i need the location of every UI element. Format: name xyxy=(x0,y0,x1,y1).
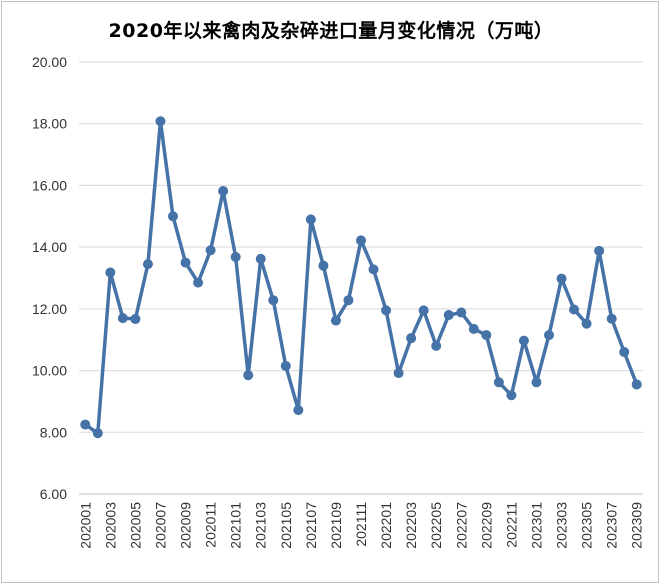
data-point xyxy=(393,368,404,379)
x-tick-label: 202105 xyxy=(278,502,294,549)
data-point xyxy=(205,245,216,256)
x-tick-label: 202203 xyxy=(403,502,419,549)
x-tick-label: 202109 xyxy=(328,502,344,549)
y-tick-label: 18.00 xyxy=(32,116,67,132)
x-tick-label: 202209 xyxy=(478,502,494,549)
x-tick-label: 202101 xyxy=(228,502,244,549)
data-point xyxy=(180,257,191,268)
data-point xyxy=(594,245,605,256)
x-tick-label: 202211 xyxy=(503,502,519,548)
x-tick-label: 202205 xyxy=(428,502,444,549)
data-point xyxy=(268,295,279,306)
data-point xyxy=(318,260,329,271)
y-tick-label: 6.00 xyxy=(40,486,67,502)
data-point xyxy=(631,379,642,390)
data-point xyxy=(531,377,542,388)
data-point xyxy=(481,330,492,341)
data-point xyxy=(443,310,454,321)
x-tick-label: 202107 xyxy=(303,502,319,549)
data-point xyxy=(330,315,341,326)
x-tick-label: 202011 xyxy=(203,502,219,548)
data-point xyxy=(168,211,178,222)
data-point xyxy=(606,313,617,324)
y-tick-label: 16.00 xyxy=(32,177,67,193)
data-point xyxy=(305,214,316,225)
x-axis: 202001 202003 202005 202007 202009 202011 2021… xyxy=(77,493,645,549)
data-point xyxy=(243,370,254,381)
x-tick-label: 202009 xyxy=(178,502,194,549)
data-point xyxy=(506,390,517,401)
x-tick-label: 202111 xyxy=(353,502,369,547)
x-tick-label: 202207 xyxy=(453,502,469,549)
x-tick-label: 202301 xyxy=(528,502,544,549)
x-tick-label: 202003 xyxy=(102,502,118,549)
data-point xyxy=(406,333,417,344)
x-tick-label: 202307 xyxy=(604,502,620,549)
data-point xyxy=(431,340,442,351)
data-point xyxy=(142,259,153,270)
data-point xyxy=(343,295,354,306)
data-point xyxy=(92,428,103,439)
data-point xyxy=(155,116,166,127)
x-tick-label: 202005 xyxy=(127,502,143,549)
x-tick-label: 202103 xyxy=(253,502,269,549)
data-point xyxy=(218,185,229,196)
data-point xyxy=(105,267,116,278)
y-tick-label: 8.00 xyxy=(40,424,67,440)
data-point xyxy=(80,419,91,430)
y-axis: 6.00 8.00 10.00 12.00 14.00 16.00 18.00 20.00 xyxy=(32,54,67,502)
x-tick-label: 202309 xyxy=(629,502,645,549)
x-tick-label: 202305 xyxy=(579,502,595,549)
data-point xyxy=(418,305,429,316)
data-point xyxy=(280,360,291,371)
x-tick-label: 202303 xyxy=(554,502,570,549)
x-tick-label: 202201 xyxy=(378,502,394,549)
y-tick-label: 20.00 xyxy=(32,54,67,70)
y-tick-label: 10.00 xyxy=(32,363,67,379)
y-tick-label: 12.00 xyxy=(32,301,67,317)
data-point xyxy=(518,335,529,346)
data-point xyxy=(456,307,467,318)
data-point xyxy=(356,235,366,246)
x-tick-label: 202007 xyxy=(152,502,168,549)
data-points xyxy=(80,116,642,439)
data-point xyxy=(381,305,392,316)
data-point xyxy=(130,314,141,325)
data-point xyxy=(193,277,204,288)
x-tick-label: 202001 xyxy=(77,502,93,549)
chart-title: 2020年以来禽肉及杂碎进口量月变化情况（万吨） xyxy=(108,20,554,42)
series-line-path xyxy=(84,119,639,435)
data-point xyxy=(493,377,504,388)
data-point xyxy=(569,304,580,315)
series-line xyxy=(84,119,639,435)
data-point xyxy=(544,330,554,341)
y-tick-label: 14.00 xyxy=(32,239,67,255)
data-point xyxy=(368,264,379,275)
data-point xyxy=(255,253,266,264)
data-point xyxy=(117,313,128,324)
data-point xyxy=(230,252,241,263)
gridlines xyxy=(79,61,643,495)
data-point xyxy=(581,318,592,329)
data-point xyxy=(556,273,567,284)
data-point xyxy=(293,405,304,416)
data-point xyxy=(468,323,479,334)
data-point xyxy=(619,347,630,358)
